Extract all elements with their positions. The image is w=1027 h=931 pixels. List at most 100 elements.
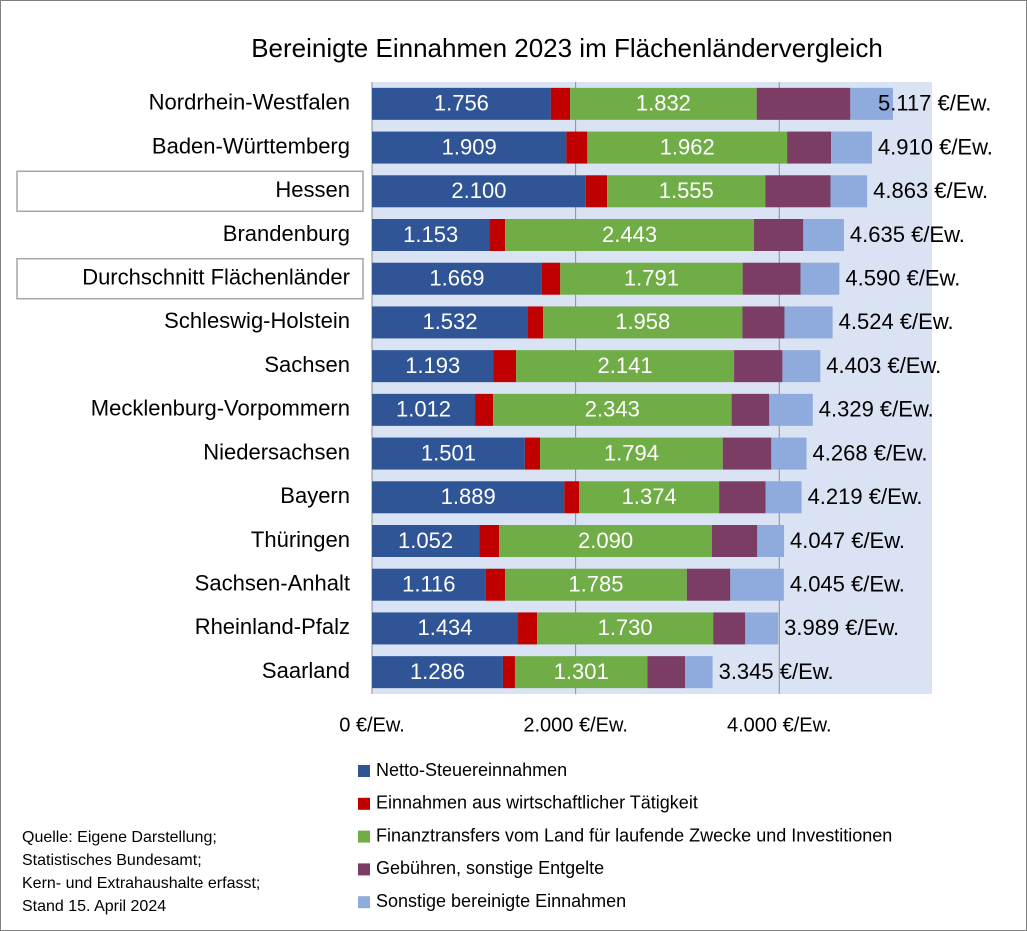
source-note: Kern- und Extrahaushalte erfasst;	[22, 875, 260, 892]
bar-segment	[769, 393, 813, 426]
bar-segment	[742, 306, 785, 339]
bar-segment	[685, 656, 713, 689]
bar-segment	[711, 525, 758, 557]
bar-segment	[372, 350, 494, 383]
bar-segment	[475, 393, 494, 426]
bar-segment	[587, 131, 788, 164]
bar-segment	[372, 306, 528, 339]
bar-segment	[489, 219, 506, 251]
bar-segment	[742, 262, 801, 295]
bar-segment	[541, 262, 561, 295]
total-label: 5.117 €/Ew.	[878, 91, 991, 116]
bar-segment	[550, 87, 571, 120]
x-tick-label: 2.000 €/Ew.	[523, 714, 628, 736]
bar-segment	[527, 306, 544, 339]
total-label: 3.989 €/Ew.	[784, 615, 899, 640]
value-label: 1.434	[417, 615, 472, 640]
legend-label: Einnahmen aus wirtschaftlicher Tätigkeit	[376, 793, 698, 813]
total-label: 4.329 €/Ew.	[819, 397, 934, 422]
bar-segment	[524, 437, 541, 470]
value-label: 1.958	[615, 309, 670, 334]
bar-segment	[479, 525, 500, 557]
bar-segment	[722, 437, 772, 470]
bar-segment	[372, 481, 565, 514]
value-label: 1.153	[403, 222, 458, 247]
legend-label: Netto-Steuereinnahmen	[376, 760, 567, 780]
bar-segment	[830, 175, 868, 208]
bar-segment	[505, 568, 687, 601]
total-label: 4.863 €/Ew.	[873, 178, 988, 203]
plot-area	[372, 82, 932, 694]
value-label: 1.962	[660, 134, 715, 159]
y-tick-label: Saarland	[262, 658, 350, 683]
bar-segment	[719, 481, 766, 514]
legend-swatch	[358, 765, 370, 777]
total-label: 4.403 €/Ew.	[826, 353, 941, 378]
value-label: 1.052	[398, 528, 453, 553]
y-tick-label: Hessen	[275, 177, 350, 202]
bar-segment	[493, 350, 517, 383]
source-note: Statistisches Bundesamt;	[22, 852, 202, 869]
bar-segment	[731, 393, 770, 426]
bar-segment	[372, 131, 567, 164]
bar-segment	[579, 481, 720, 514]
total-label: 4.590 €/Ew.	[845, 266, 960, 291]
value-label: 1.012	[396, 397, 451, 422]
bar-segment	[585, 175, 608, 208]
value-label: 2.443	[602, 222, 657, 247]
value-label: 1.301	[554, 659, 609, 684]
value-label: 1.889	[441, 484, 496, 509]
bar-segment	[850, 87, 894, 120]
value-label: 1.756	[434, 91, 489, 116]
bar-segment	[784, 306, 833, 339]
category-highlight	[16, 257, 364, 300]
bar-segment	[730, 568, 784, 601]
legend-swatch	[358, 896, 370, 909]
legend-label: Gebühren, sonstige Entgelte	[376, 858, 604, 878]
x-tick-label: 0 €/Ew.	[339, 714, 405, 736]
bar-segment	[499, 525, 712, 557]
bar-segment	[372, 87, 551, 120]
bar-segment	[372, 568, 486, 601]
value-label: 1.730	[598, 615, 653, 640]
y-tick-label: Sachsen	[264, 352, 350, 377]
y-tick-label: Schleswig-Holstein	[164, 308, 350, 333]
bar-segment	[372, 262, 542, 295]
total-label: 4.910 €/Ew.	[878, 134, 993, 159]
bar-segment	[757, 525, 785, 557]
value-label: 1.832	[636, 91, 691, 116]
bar-segment	[800, 262, 840, 295]
bar-segment	[734, 350, 783, 383]
bar-segment	[516, 350, 735, 383]
chart-title: Bereinigte Einnahmen 2023 im Flächenländ…	[251, 33, 883, 63]
value-label: 1.785	[568, 572, 623, 597]
bar-segment	[570, 87, 757, 120]
y-tick-label: Brandenburg	[223, 221, 350, 246]
bar-segment	[502, 656, 515, 689]
total-label: 4.045 €/Ew.	[790, 572, 905, 597]
bar-segment	[686, 568, 731, 601]
bar-segment	[756, 87, 851, 120]
y-tick-label: Thüringen	[251, 527, 350, 552]
y-tick-label: Nordrhein-Westfalen	[149, 90, 350, 115]
value-label: 1.909	[442, 134, 497, 159]
bar-segment	[803, 219, 844, 251]
total-label: 4.524 €/Ew.	[839, 309, 954, 334]
bar-segment	[765, 175, 831, 208]
y-tick-label: Bayern	[280, 483, 350, 508]
bar-segment	[485, 568, 506, 601]
y-tick-label: Baden-Württemberg	[152, 133, 350, 158]
bar-segment	[566, 131, 588, 164]
value-label: 1.286	[410, 659, 465, 684]
value-label: 1.555	[659, 178, 714, 203]
bar-segment	[771, 437, 807, 470]
value-label: 2.343	[585, 397, 640, 422]
bar-segment	[372, 612, 519, 645]
legend-label: Finanztransfers vom Land für laufende Zw…	[376, 825, 892, 845]
value-label: 1.669	[429, 266, 484, 291]
bar-segment	[543, 306, 743, 339]
bar-segment	[745, 612, 779, 645]
y-tick-label: Sachsen-Anhalt	[195, 571, 350, 596]
x-tick-label: 4.000 €/Ew.	[727, 714, 832, 736]
